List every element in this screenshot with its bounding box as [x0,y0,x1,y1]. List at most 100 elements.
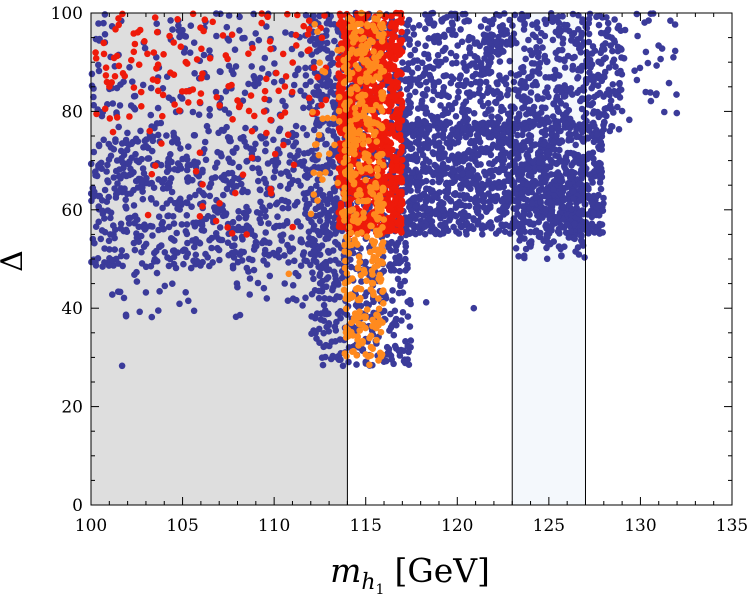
blue-points-point [320,301,328,309]
blue-points-point [397,282,404,290]
blue-points-point [567,85,575,92]
blue-points-point [548,158,555,166]
red-points-point [171,101,178,108]
blue-points-point [192,251,200,259]
red-points-point [199,203,206,210]
blue-points-point [530,182,538,190]
blue-points-point [494,113,502,121]
blue-points-point [260,284,268,292]
blue-points-point [184,174,192,181]
blue-points-point [544,149,552,156]
blue-points-point [595,191,602,199]
blue-points-point [557,190,565,198]
blue-points-point [101,186,109,194]
blue-points-point [513,39,520,47]
blue-points-point [673,109,681,117]
blue-points-point [534,112,541,120]
blue-points-point [458,108,466,116]
blue-points-point [569,10,577,18]
blue-points-point [186,49,194,56]
blue-points-point [256,186,264,193]
blue-points-point [558,252,565,260]
blue-points-point [228,169,236,177]
blue-points-point [218,152,225,160]
blue-points-point [459,170,466,178]
red-points-point [235,103,243,111]
blue-points-point [323,20,331,27]
blue-points-point [585,38,593,46]
blue-points-point [463,89,471,97]
blue-points-point [495,227,503,234]
blue-points-point [510,78,518,86]
blue-points-point [337,308,344,315]
blue-points-point [522,55,529,63]
blue-points-point [452,212,460,220]
blue-points-point [185,297,192,305]
blue-points-point [391,342,399,350]
blue-points-point [284,297,292,305]
blue-points-point [302,72,310,79]
blue-points-point [479,127,487,135]
blue-points-point [470,110,478,117]
blue-points-point [303,172,311,179]
red-points-point [258,19,266,27]
blue-points-point [262,229,270,236]
red-points-point [130,84,138,91]
blue-points-point [234,283,241,291]
blue-points-point [236,311,244,319]
blue-points-point [479,222,486,229]
blue-points-point [325,81,332,88]
blue-points-point [240,186,247,194]
blue-points-point [414,187,422,194]
blue-points-point [526,211,533,218]
blue-points-point [404,65,411,72]
blue-points-point [450,168,457,175]
red-points-point [305,94,313,102]
blue-points-point [550,100,558,107]
red-points-point [390,33,398,41]
blue-points-point [395,347,403,355]
blue-points-point [387,310,394,318]
red-points-point [335,60,343,68]
blue-points-point [413,157,421,165]
red-points-point [245,50,252,57]
blue-points-point [422,168,430,175]
red-points-point [213,93,221,101]
red-points-point [322,96,330,104]
blue-points-point [316,41,324,48]
blue-points-point [608,105,615,112]
blue-points-point [418,100,425,107]
blue-points-point [486,46,494,53]
blue-points-point [494,155,502,163]
blue-points-point [458,216,466,223]
blue-points-point [460,59,467,67]
blue-points-point [310,327,317,334]
blue-points-point [621,26,629,34]
blue-points-point [488,223,496,230]
blue-points-point [245,80,252,88]
blue-points-point [115,188,122,196]
red-points-point [391,185,399,192]
blue-points-point [90,193,97,200]
blue-points-point [117,252,125,260]
blue-points-point [405,155,412,162]
blue-points-point [436,139,443,147]
blue-points-point [519,228,526,235]
blue-points-point [417,81,424,88]
blue-points-point [583,58,590,66]
blue-points-point [245,268,252,275]
blue-points-point [213,32,220,40]
blue-points-point [477,98,484,105]
red-points-point [337,202,345,210]
blue-points-point [574,73,582,81]
blue-points-point [101,215,108,222]
red-points-point [159,91,167,99]
red-points-point [248,127,256,135]
blue-points-point [407,103,415,111]
blue-points-point [182,289,189,296]
blue-points-point [471,216,478,224]
blue-points-point [563,120,571,127]
red-points-point [300,22,308,30]
blue-points-point [302,11,310,19]
blue-points-point [104,161,111,169]
